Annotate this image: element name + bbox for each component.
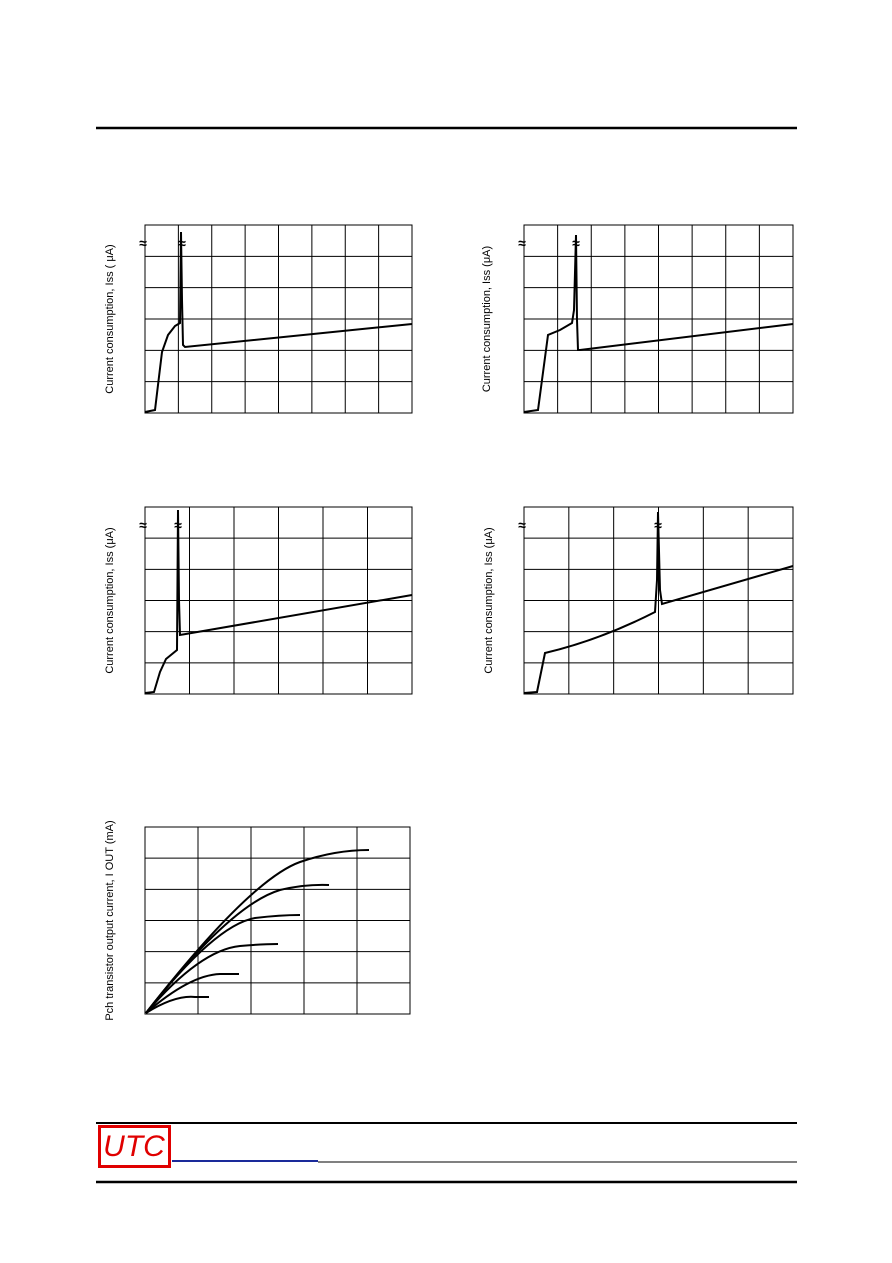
curve	[145, 995, 209, 1014]
plot-frame	[523, 506, 794, 695]
curve	[523, 511, 794, 694]
plot-frame	[144, 224, 413, 414]
y-axis-label: Current consumption, Iss (μA)	[481, 246, 493, 392]
curve	[144, 231, 413, 413]
curve	[145, 914, 301, 1014]
y-axis-label: Current consumption, Iss (μA)	[104, 527, 116, 673]
break-mark: ≈	[139, 235, 147, 251]
break-mark: ≈	[139, 517, 147, 533]
y-axis-label: Current consumption, Iss ( μA)	[104, 244, 116, 393]
curve	[145, 973, 239, 1014]
plot-frame	[144, 826, 411, 1015]
logo-text: UTC	[103, 1130, 165, 1163]
curve	[145, 943, 279, 1014]
chart: Current consumption, Iss ( μA)≈ ≈	[104, 224, 413, 414]
y-axis-label: Current consumption, Iss (μA)	[483, 527, 495, 673]
chart: Current consumption, Iss (μA)≈ ≈	[483, 506, 794, 695]
plot-frame	[523, 224, 794, 414]
plot-frame	[144, 506, 413, 695]
curve	[145, 883, 330, 1014]
y-axis-label: Pch transistor output current, I OUT (mA…	[104, 820, 116, 1020]
chart: Current consumption, Iss (μA)≈ ≈	[104, 506, 413, 695]
break-mark: ≈	[518, 235, 526, 251]
break-mark: ≈	[518, 517, 526, 533]
chart: Current consumption, Iss (μA)≈ ≈	[481, 224, 794, 414]
curve	[144, 509, 413, 694]
curve	[523, 234, 794, 413]
logo-inner	[101, 1128, 168, 1165]
